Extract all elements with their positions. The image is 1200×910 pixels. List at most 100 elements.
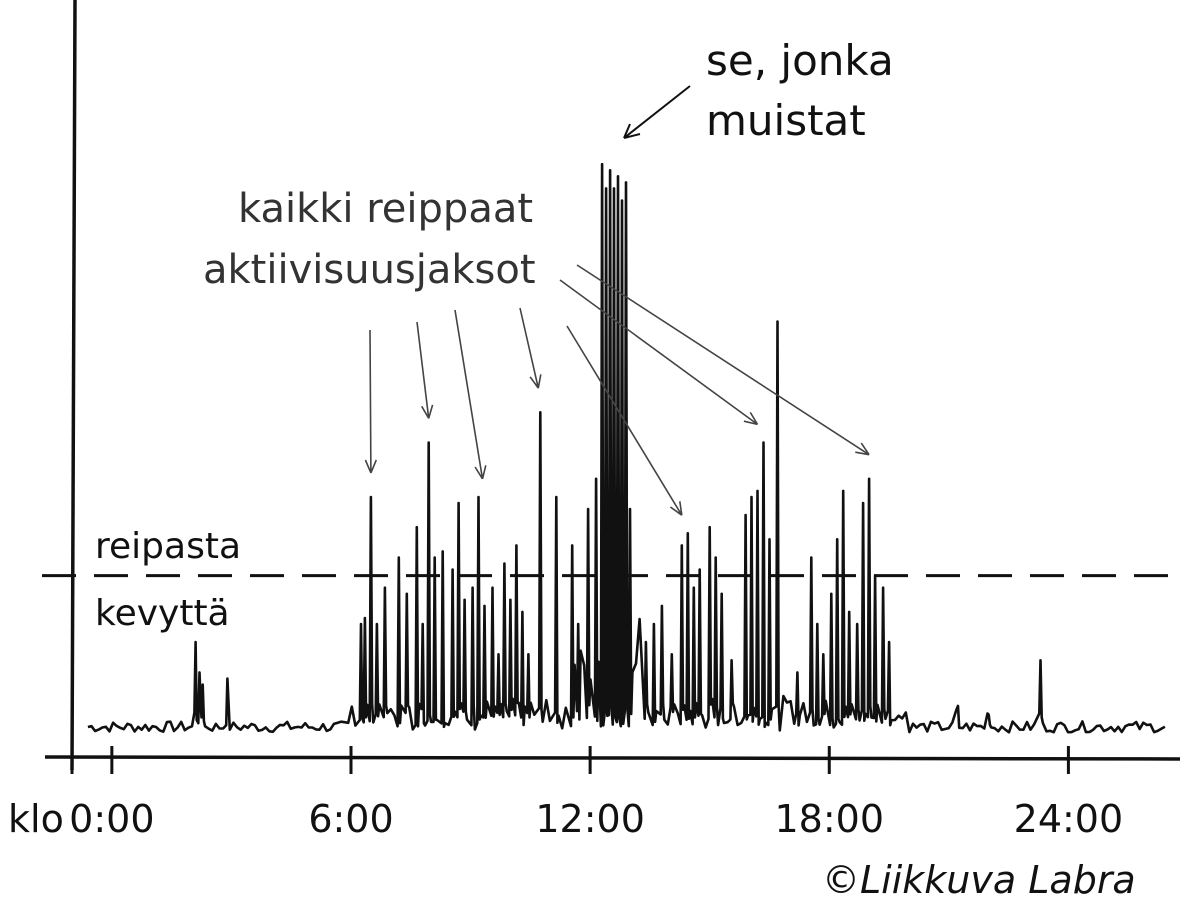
- activity-spike-67: [842, 490, 844, 492]
- activity-spike-39: [617, 175, 619, 178]
- activity-spike-21: [483, 605, 486, 607]
- activity-spike-51: [708, 526, 711, 528]
- activity-spike-11: [416, 526, 418, 528]
- x-unit-label: klo: [8, 797, 64, 841]
- annotation-brisk-line-2: aktiivisuusjaksot: [203, 247, 536, 293]
- activity-spike-30: [555, 496, 558, 498]
- activity-spike-5: [364, 617, 366, 619]
- annotation-arrow-2: [454, 309, 487, 480]
- activity-spike-31: [571, 544, 573, 547]
- activity-spike-63: [816, 623, 819, 625]
- activity-spike-22: [491, 586, 494, 589]
- activity-spike-64: [822, 653, 825, 656]
- activity-spike-8: [384, 586, 386, 589]
- activity-spike-50: [698, 568, 701, 571]
- activity-spike-70: [862, 502, 864, 504]
- activity-spike-1: [198, 671, 201, 674]
- x-ticks: 0:00 6:00 12:00 18:00 24:00: [69, 746, 1123, 841]
- x-tick-label-0: 0:00: [69, 797, 154, 841]
- activity-spike-24: [503, 562, 506, 565]
- activity-spike-42: [629, 508, 631, 510]
- activity-spike-72: [874, 574, 876, 577]
- annotation-brisk-line-1: kaikki reippaat: [238, 186, 533, 232]
- annotation-peak-line-1: se, jonka: [706, 36, 894, 85]
- activity-spike-27: [521, 611, 524, 613]
- annotation-arrow-4: [566, 325, 683, 516]
- x-tick-label-4: 24:00: [1014, 797, 1124, 841]
- activity-spike-6: [370, 496, 372, 498]
- activity-spike-69: [856, 623, 858, 625]
- activity-spike-15: [441, 550, 444, 553]
- x-tick-label-3: 18:00: [775, 797, 885, 841]
- annotation-brisk-periods: kaikki reippaat aktiivisuusjaksot: [203, 186, 870, 516]
- activity-spike-56: [750, 496, 753, 498]
- activity-spike-34: [595, 478, 597, 480]
- x-axis: [44, 755, 1181, 761]
- activity-spike-41: [625, 181, 627, 184]
- annotation-arrow-5: [559, 279, 759, 426]
- activity-spike-60: [776, 320, 779, 323]
- activity-spike-14: [433, 556, 436, 559]
- annotation-peak-arrow: [623, 85, 691, 139]
- activity-spike-18: [463, 599, 466, 601]
- activity-spike-9: [398, 556, 400, 559]
- activity-spike-13: [427, 441, 430, 444]
- activity-spike-68: [848, 611, 850, 613]
- annotation-peak-line-2: muistat: [706, 96, 866, 145]
- x-tick-label-2: 12:00: [535, 797, 645, 841]
- activity-spike-46: [671, 653, 673, 656]
- annotation-peak: se, jonka muistat: [623, 36, 894, 145]
- x-tick-label-1: 6:00: [308, 797, 393, 841]
- activity-spike-32: [577, 623, 579, 625]
- activity-spike-47: [681, 544, 683, 547]
- activity-spike-35: [601, 163, 603, 165]
- activity-spike-38: [613, 187, 615, 190]
- activity-spike-17: [457, 502, 460, 504]
- activity-spike-3: [226, 677, 229, 680]
- activity-spike-16: [451, 568, 454, 571]
- annotation-arrow-0: [364, 329, 378, 474]
- activity-spike-61: [796, 671, 799, 674]
- annotation-arrow-3: [519, 307, 542, 389]
- activity-spike-33: [587, 508, 589, 510]
- activity-spike-74: [888, 641, 890, 643]
- zone-label-light: kevyttä: [95, 593, 230, 634]
- activity-spike-40: [621, 199, 623, 202]
- credit: ©Liikkuva Labra: [822, 858, 1136, 902]
- activity-spike-48: [687, 532, 689, 535]
- activity-spike-71: [868, 478, 870, 480]
- y-axis: [70, 0, 77, 771]
- activity-spike-36: [605, 187, 607, 190]
- activity-spike-73: [882, 586, 884, 589]
- activity-spike-26: [515, 544, 518, 547]
- activity-spike-45: [661, 605, 663, 607]
- zone-label-brisk: reipasta: [95, 526, 241, 567]
- activity-spike-7: [376, 623, 378, 625]
- activity-spike-12: [421, 623, 424, 625]
- activity-spike-43: [645, 641, 647, 643]
- activity-spike-23: [497, 653, 500, 656]
- activity-spike-55: [744, 514, 747, 516]
- activity-spike-52: [714, 556, 717, 559]
- annotation-arrow-6: [576, 264, 870, 456]
- activity-spike-0: [194, 641, 197, 643]
- activity-spike-66: [836, 538, 838, 541]
- activity-spike-57: [756, 490, 759, 492]
- activity-line: [87, 162, 1166, 734]
- activity-series: [87, 162, 1166, 734]
- activity-spike-58: [762, 441, 765, 444]
- activity-spike-54: [730, 659, 733, 662]
- activity-spike-20: [477, 496, 480, 498]
- activity-spike-77: [1039, 659, 1042, 662]
- activity-spike-4: [360, 623, 362, 625]
- activity-spike-59: [768, 538, 771, 541]
- activity-spike-62: [810, 556, 813, 559]
- activity-spike-37: [609, 169, 611, 172]
- activity-spike-19: [471, 586, 474, 589]
- activity-spike-53: [720, 593, 723, 595]
- activity-spike-25: [509, 599, 512, 601]
- activity-spike-49: [693, 586, 695, 589]
- activity-spike-76: [987, 714, 990, 716]
- annotation-brisk-arrows: [364, 264, 870, 516]
